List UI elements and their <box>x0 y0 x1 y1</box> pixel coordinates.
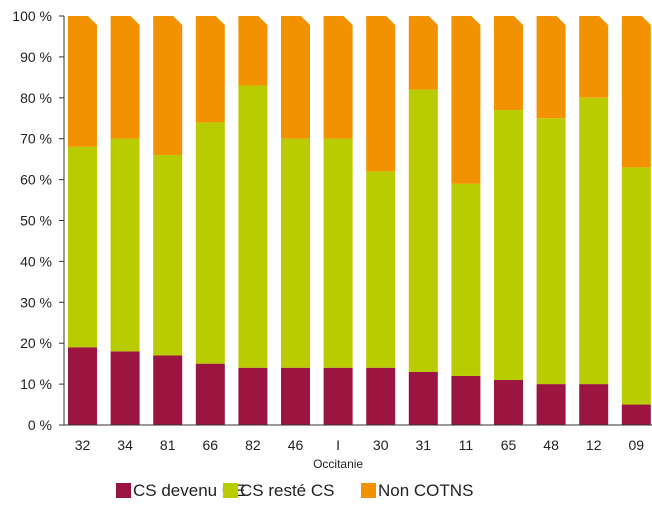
y-tick-label: 80 % <box>20 90 52 106</box>
legend-label: CS devenu CE <box>133 481 245 500</box>
bar-segment <box>238 85 268 368</box>
bar-segment <box>579 384 609 425</box>
bar-segment <box>195 363 225 425</box>
y-tick-label: 70 % <box>20 131 52 147</box>
bar-segment <box>68 146 97 348</box>
bar-segment <box>195 122 225 364</box>
bar-segment <box>579 97 609 385</box>
x-tick-sublabel: Occitanie <box>313 457 363 471</box>
bar-segment <box>281 367 310 425</box>
bar-segment <box>323 367 353 425</box>
bar-segment <box>68 347 97 425</box>
bar-segment <box>494 380 523 425</box>
bar-segment <box>494 110 523 381</box>
bar-segment <box>323 16 353 139</box>
bar-segment <box>366 171 396 368</box>
bar-segment <box>494 16 523 111</box>
bar-segment <box>110 16 140 139</box>
y-tick-label: 90 % <box>20 49 52 65</box>
y-tick-label: 60 % <box>20 172 52 188</box>
bar-segment <box>281 16 310 139</box>
bar-segment <box>536 118 566 385</box>
legend-label: CS resté CS <box>240 481 334 500</box>
bar-segment <box>110 351 140 425</box>
y-tick-label: 40 % <box>20 253 52 269</box>
x-tick-label: I <box>336 437 340 453</box>
y-tick-label: 50 % <box>20 213 52 229</box>
y-tick-label: 30 % <box>20 294 52 310</box>
bar-segment <box>238 367 268 425</box>
y-tick-label: 0 % <box>28 417 52 433</box>
bar-segment <box>451 183 481 376</box>
y-tick-label: 20 % <box>20 335 52 351</box>
x-tick-label: 48 <box>543 437 559 453</box>
x-tick-label: 82 <box>245 437 261 453</box>
axes-layer <box>59 15 652 426</box>
x-tick-label: 81 <box>160 437 176 453</box>
labels-layer: 0 % 10 % 20 % 30 % 40 % 50 % 60 % 70 % 80 % 90 % 1… <box>12 8 644 471</box>
x-tick-label: 30 <box>373 437 389 453</box>
bar-segment <box>621 404 651 425</box>
legend-label: Non COTNS <box>378 481 473 500</box>
bar-segment <box>153 16 183 156</box>
legend-swatch <box>361 483 376 498</box>
bars-layer <box>68 16 651 425</box>
x-tick-label: 31 <box>416 437 432 453</box>
bar-segment <box>579 16 609 98</box>
bar-segment <box>153 155 183 356</box>
y-tick-label: 10 % <box>20 376 52 392</box>
x-tick-label: 09 <box>629 437 645 453</box>
bar-segment <box>408 16 438 90</box>
x-tick-label: 46 <box>288 437 304 453</box>
x-tick-label: 65 <box>501 437 517 453</box>
bar-segment <box>366 367 396 425</box>
bar-segment <box>408 89 438 372</box>
bar-segment <box>238 16 268 86</box>
x-tick-label: 11 <box>459 437 474 453</box>
bar-segment <box>536 16 566 119</box>
y-tick-label: 100 % <box>12 8 52 24</box>
bar-segment <box>195 16 225 123</box>
bar-segment <box>451 375 481 425</box>
x-tick-label: 32 <box>75 437 91 453</box>
legend-swatch <box>116 483 131 498</box>
bar-segment <box>451 16 481 184</box>
bar-segment <box>110 138 140 352</box>
bar-segment <box>68 16 97 147</box>
bar-segment <box>621 16 651 168</box>
x-tick-label: 66 <box>203 437 219 453</box>
bar-segment <box>281 138 310 368</box>
bar-segment <box>408 371 438 425</box>
bar-segment <box>153 355 183 425</box>
x-tick-label: 12 <box>586 437 602 453</box>
legend-swatch <box>223 483 238 498</box>
bar-segment <box>621 167 651 405</box>
bar-segment <box>366 16 396 172</box>
bar-segment <box>323 138 353 368</box>
x-tick-label: 34 <box>117 437 133 453</box>
bar-segment <box>536 384 566 425</box>
